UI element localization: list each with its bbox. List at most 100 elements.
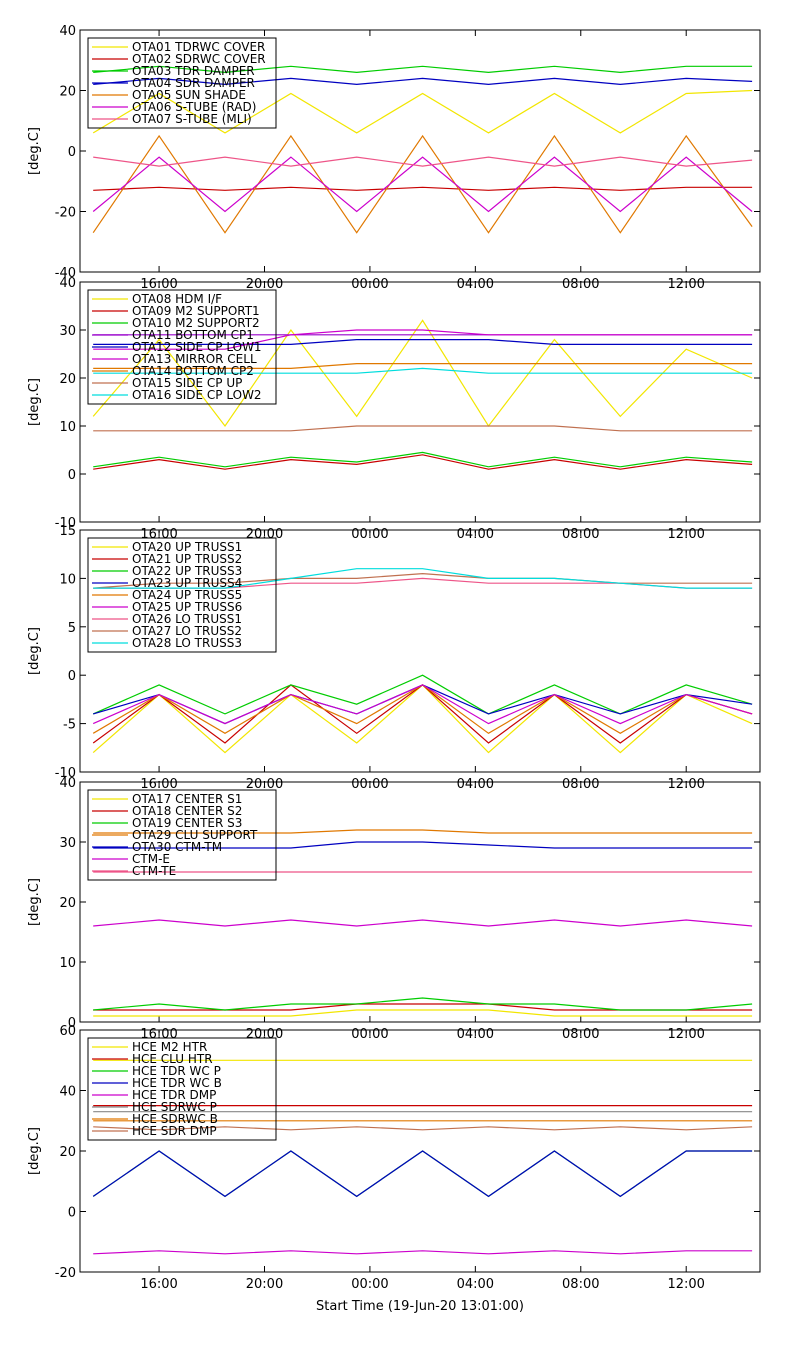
series-line xyxy=(93,1250,753,1255)
legend-label: HCE TDR WC P xyxy=(132,1064,221,1078)
series-group xyxy=(92,319,753,470)
y-tick-label: 0 xyxy=(68,468,76,483)
x-tick-label: 16:00 xyxy=(140,1277,177,1292)
y-tick-label: 5 xyxy=(68,621,76,636)
y-tick-label: 0 xyxy=(68,669,76,684)
legend-label: OTA25 UP TRUSS6 xyxy=(132,600,242,614)
y-tick-label: 60 xyxy=(59,1024,76,1039)
y-tick-label: -40 xyxy=(55,266,76,281)
legend-label: OTA16 SIDE CP LOW2 xyxy=(132,388,262,402)
x-axis-title: Start Time (19-Jun-20 13:01:00) xyxy=(316,1299,524,1314)
series-line xyxy=(92,134,753,234)
series-line xyxy=(92,1150,753,1198)
y-axis-label: [deg.C] xyxy=(27,378,42,426)
legend-label: OTA13 MIRROR CELL xyxy=(132,352,257,366)
legend-label: OTA08 HDM I/F xyxy=(132,292,222,306)
legend-label: OTA06 S-TUBE (RAD) xyxy=(132,100,256,114)
legend-label: OTA20 UP TRUSS1 xyxy=(132,540,242,554)
y-tick-label: 15 xyxy=(59,524,76,539)
chart-panel-5: -20 0 20 40 60 16:00 20:00 00:00 04:00 08:00 12:00… xyxy=(27,1024,761,1292)
x-tick-label: 00:00 xyxy=(351,1277,388,1292)
series-group xyxy=(92,65,753,234)
legend-label: OTA01 TDRWC COVER xyxy=(132,40,265,54)
series-line xyxy=(92,674,753,715)
plot-frame xyxy=(79,529,761,773)
legend-box xyxy=(87,1037,277,1141)
y-tick-label: 40 xyxy=(59,24,76,39)
legend-label: OTA29 CLU SUPPORT xyxy=(132,828,258,842)
series-line xyxy=(93,684,753,725)
legend-label: OTA12 SIDE CP LOW1 xyxy=(132,340,262,354)
x-tick-label: 04:00 xyxy=(457,1277,494,1292)
legend-label: OTA07 S-TUBE (MLI) xyxy=(132,112,252,126)
y-axis-label: [deg.C] xyxy=(27,1127,42,1175)
x-tick-label: 08:00 xyxy=(562,1277,599,1292)
series-line xyxy=(93,454,753,470)
series-group xyxy=(93,829,753,1017)
series-line xyxy=(93,77,753,86)
y-tick-label: 10 xyxy=(59,572,76,587)
legend-label: OTA26 LO TRUSS1 xyxy=(132,612,242,626)
legend-label: OTA15 SIDE CP UP xyxy=(132,376,242,390)
y-tick-label: -5 xyxy=(63,718,76,733)
series-line xyxy=(93,65,753,74)
y-tick-label: 30 xyxy=(59,324,76,339)
series-line xyxy=(93,186,753,191)
legend-label: HCE TDR DMP xyxy=(132,1088,216,1102)
y-axis-label: [deg.C] xyxy=(27,127,42,175)
legend-label: OTA24 UP TRUSS5 xyxy=(132,588,242,602)
y-tick-label: 20 xyxy=(59,372,76,387)
legend-label: OTA04 SDR DAMPER xyxy=(132,76,255,90)
legend-label: OTA05 SUN SHADE xyxy=(132,88,246,102)
series-line xyxy=(93,568,753,589)
y-tick-label: 0 xyxy=(68,1206,76,1221)
y-tick-label: 40 xyxy=(59,1085,76,1100)
series-line xyxy=(93,997,753,1011)
legend-label: OTA18 CENTER S2 xyxy=(132,804,242,818)
series-line xyxy=(92,684,753,725)
y-tick-label: -10 xyxy=(55,766,76,781)
x-tick-label: 12:00 xyxy=(667,1277,704,1292)
series-line xyxy=(93,572,753,589)
series-line xyxy=(93,425,753,432)
series-line xyxy=(93,841,753,849)
series-line xyxy=(93,919,753,927)
series-line xyxy=(93,339,753,345)
legend-label: OTA11 BOTTOM CP1 xyxy=(132,328,254,342)
y-axis-label: [deg.C] xyxy=(27,627,42,675)
series-line xyxy=(93,1126,753,1131)
y-tick-label: 40 xyxy=(59,276,76,291)
legend-label: HCE SDRWC P xyxy=(132,1100,217,1114)
y-tick-label: 10 xyxy=(59,956,76,971)
y-tick-label: 30 xyxy=(59,836,76,851)
legend-label: OTA30 CTM-TM xyxy=(132,840,222,854)
legend-box xyxy=(87,789,277,881)
legend-label: CTM-E xyxy=(132,852,170,866)
series-line xyxy=(93,363,753,369)
legend-label: OTA28 LO TRUSS3 xyxy=(132,636,242,650)
legend-box xyxy=(87,37,277,129)
y-tick-label: -10 xyxy=(55,516,76,531)
plot-frame xyxy=(79,281,761,523)
series-line xyxy=(92,156,753,213)
legend-label: CTM-TE xyxy=(132,864,176,878)
y-tick-label: 0 xyxy=(68,1016,76,1031)
series-line xyxy=(93,367,753,374)
legend-box xyxy=(87,537,277,653)
legend-label: HCE M2 HTR xyxy=(132,1040,207,1054)
legend-label: OTA03 TDR DAMPER xyxy=(132,64,255,78)
y-tick-label: 40 xyxy=(59,776,76,791)
legend-label: OTA21 UP TRUSS2 xyxy=(132,552,242,566)
legend-label: HCE TDR WC B xyxy=(132,1076,222,1090)
legend-label: OTA14 BOTTOM CP2 xyxy=(132,364,254,378)
y-axis-label: [deg.C] xyxy=(27,878,42,926)
y-tick-label: 20 xyxy=(59,85,76,100)
